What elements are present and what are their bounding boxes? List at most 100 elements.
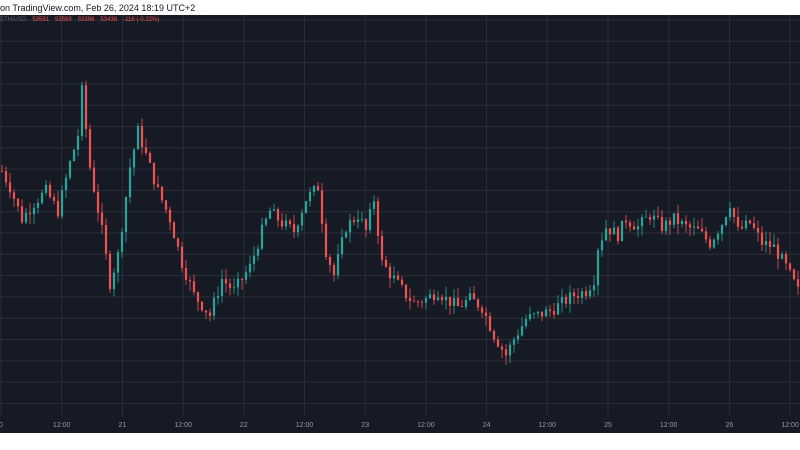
candle-down (552, 311, 556, 315)
candle-up (588, 290, 592, 297)
candle-down (352, 220, 356, 222)
candle-down (792, 269, 796, 280)
candle-down (276, 209, 280, 221)
candle-up (312, 185, 316, 192)
candle-up (580, 291, 584, 298)
candle-up (428, 294, 432, 299)
candle-up (652, 215, 656, 220)
candle-down (456, 297, 460, 307)
candle-down (204, 310, 208, 313)
candle-down (472, 293, 476, 300)
candle-down (788, 263, 792, 270)
candle-down (396, 275, 400, 280)
candle-down (584, 291, 588, 297)
candle-up (372, 201, 376, 210)
candle-up (236, 278, 240, 288)
change-value: -116 (-0.22%) (123, 17, 160, 23)
chart-area[interactable]: 0 12:00 21 12:00 22 12:00 23 12:00 24 12:00 25 12:0… (0, 15, 800, 433)
candle-up (536, 311, 540, 314)
candle-up (76, 136, 80, 150)
candle-down (320, 190, 324, 224)
candle-down (228, 283, 232, 289)
candle-up (780, 254, 784, 259)
x-tick-label: 12:00 (174, 422, 192, 429)
candle-up (260, 224, 264, 249)
candle-up (728, 208, 732, 218)
candle-up (424, 298, 428, 303)
candle-up (724, 217, 728, 226)
candle-down (176, 238, 180, 247)
candle-down (224, 279, 228, 284)
candle-down (168, 209, 172, 223)
candle-up (128, 167, 132, 198)
candle-up (212, 297, 216, 316)
candle-up (220, 279, 224, 296)
candle-down (608, 228, 612, 235)
candle-down (184, 268, 188, 280)
candle-down (180, 246, 184, 269)
candle-down (412, 300, 416, 302)
candle-up (340, 237, 344, 255)
candle-down (732, 208, 736, 217)
candle-up (72, 149, 76, 162)
candle-up (256, 248, 260, 256)
candle-up (300, 212, 304, 226)
x-tick-label: 23 (361, 422, 369, 429)
candle-up (720, 225, 724, 234)
candle-down (108, 253, 112, 290)
candle-down (148, 152, 152, 163)
candle-down (736, 216, 740, 227)
candle-down (660, 217, 664, 232)
candle-down (404, 284, 408, 299)
candlestick-chart[interactable]: 0 12:00 21 12:00 22 12:00 23 12:00 24 12:00 25 12:0… (0, 15, 800, 433)
candle-down (576, 296, 580, 298)
candle-down (748, 220, 752, 224)
candle-down (208, 312, 212, 316)
candle-down (408, 298, 412, 301)
high-value: 53593 (55, 17, 72, 23)
candle-down (768, 241, 772, 247)
candle-up (296, 225, 300, 233)
candle-down (616, 227, 620, 242)
candle-up (136, 125, 140, 150)
candle-down (188, 279, 192, 282)
candle-up (68, 161, 72, 178)
candle-down (632, 226, 636, 230)
candle-down (12, 192, 16, 199)
candle-up (80, 85, 84, 137)
candle-down (172, 222, 176, 239)
candle-up (596, 250, 600, 286)
candle-down (384, 259, 388, 267)
candle-down (688, 224, 692, 228)
candle-down (572, 292, 576, 297)
candle-up (592, 285, 596, 291)
candle-down (140, 125, 144, 148)
candle-up (264, 218, 268, 225)
candle-down (84, 85, 88, 130)
candle-down (200, 301, 204, 311)
candle-up (524, 319, 528, 327)
candle-up (636, 226, 640, 230)
candle-down (648, 216, 652, 220)
candle-up (716, 233, 720, 240)
candle-down (48, 184, 52, 198)
candle-up (348, 220, 352, 233)
candle-up (232, 287, 236, 289)
x-tick-label: 22 (240, 422, 248, 429)
candle-down (656, 215, 660, 218)
candle-down (240, 278, 244, 280)
candle-up (604, 228, 608, 241)
candle-up (612, 227, 616, 235)
candle-down (440, 297, 444, 301)
candle-down (388, 266, 392, 279)
candle-up (516, 335, 520, 340)
candle-up (712, 239, 716, 248)
candle-down (4, 171, 8, 183)
candle-up (520, 326, 524, 336)
candle-down (400, 279, 404, 285)
x-tick-label: 24 (483, 422, 491, 429)
candle-up (272, 209, 276, 211)
candle-up (360, 219, 364, 221)
x-tick-label: 12:00 (781, 422, 799, 429)
candle-down (160, 186, 164, 201)
